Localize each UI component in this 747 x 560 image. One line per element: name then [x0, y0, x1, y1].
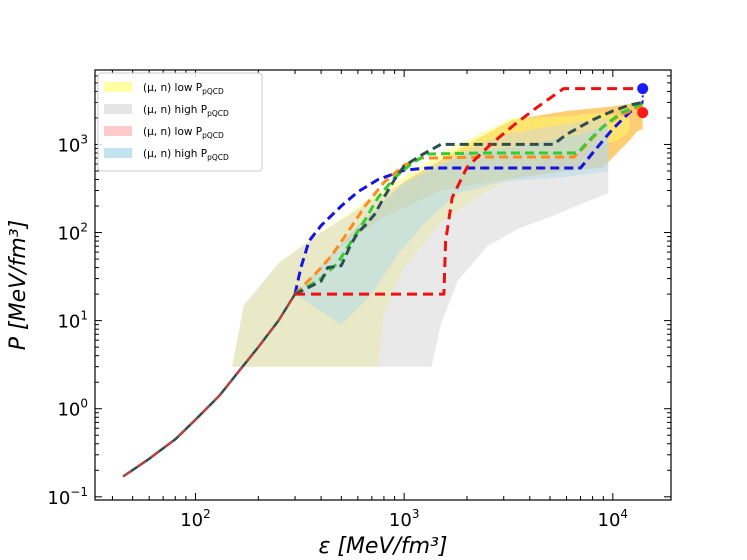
x-tick-label: 103	[389, 507, 420, 531]
legend-swatch	[104, 104, 132, 114]
legend-label: (μ, n) high PpQCD	[143, 148, 229, 162]
x-axis-label: ε [MeV/fm³]	[318, 534, 447, 559]
red-dashed	[295, 87, 643, 296]
legend-label: (μ, n) low PpQCD	[143, 82, 224, 96]
base-curve-overlay	[122, 293, 296, 478]
legend-label: (μ, n) high PpQCD	[143, 104, 229, 118]
y-axis-label: P [MeV/fm³]	[6, 220, 31, 350]
legend-swatch	[104, 126, 132, 136]
gray-band	[232, 117, 609, 367]
legend: (μ, n) low PpQCD (μ, n) high PpQCD (μ, n…	[97, 72, 263, 172]
blue-band	[295, 124, 609, 325]
x-tick-label: 104	[598, 507, 629, 531]
legend-box	[97, 72, 263, 172]
y-tick-label: 101	[57, 309, 88, 333]
y-tick-label: 102	[57, 221, 88, 245]
blue-endpoint	[637, 83, 649, 95]
y-tick-label: 103	[57, 132, 88, 156]
green-dashed	[294, 102, 644, 296]
plot-frame	[94, 69, 672, 501]
darkgray-dashed	[294, 100, 643, 296]
y-tick-label: 100	[57, 397, 88, 421]
legend-label: (μ, n) low PpQCD	[143, 126, 224, 140]
band-layer	[232, 99, 643, 367]
y-tick-label: 10−1	[47, 485, 88, 509]
red-endpoint	[637, 107, 649, 119]
marker-layer	[637, 83, 649, 119]
legend-swatch	[104, 148, 132, 158]
x-tick-label: 102	[180, 507, 211, 531]
series-layer	[122, 87, 644, 478]
legend-swatch	[104, 82, 132, 92]
